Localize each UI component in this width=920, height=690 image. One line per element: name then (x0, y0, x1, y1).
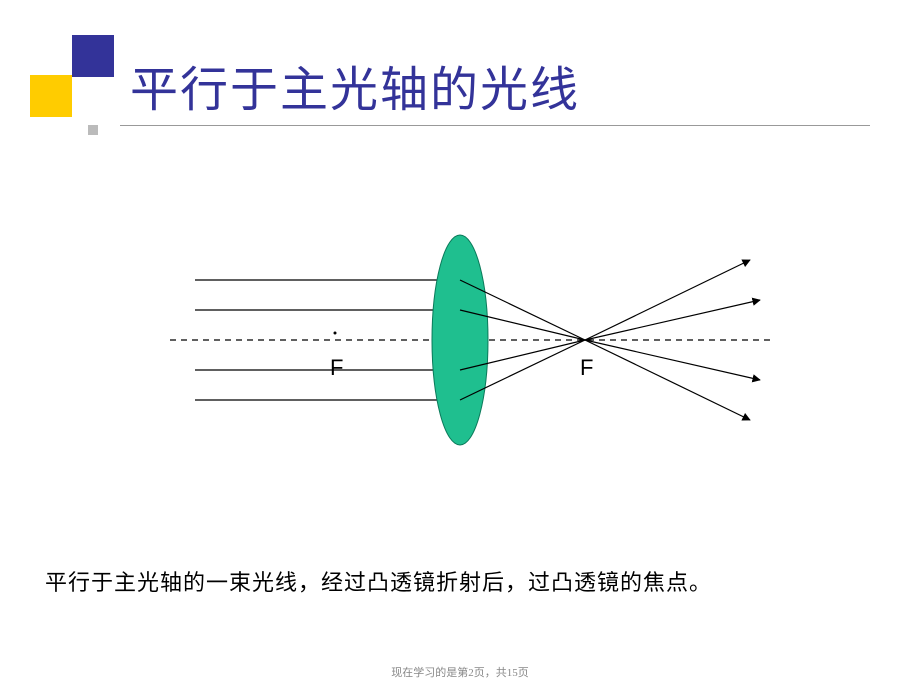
deco-square-yellow (30, 75, 72, 117)
refracted-ray-4-b (585, 260, 750, 340)
deco-square-gray (88, 125, 98, 135)
slide-caption: 平行于主光轴的一束光线，经过凸透镜折射后，过凸透镜的焦点。 (45, 565, 890, 597)
focal-label-right: F (580, 355, 593, 380)
page-footer: 现在学习的是第2页，共15页 (0, 664, 920, 680)
slide-title: 平行于主光轴的光线 (130, 50, 580, 120)
focal-mark-left (334, 332, 337, 335)
refracted-ray-1-b (585, 340, 750, 420)
lens-diagram: FF (160, 225, 780, 455)
focal-label-left: F (330, 355, 343, 380)
convex-lens (432, 235, 488, 445)
deco-square-purple (72, 35, 114, 77)
refracted-ray-3-b (585, 300, 760, 340)
slide-decoration (30, 35, 120, 125)
title-underline (120, 125, 870, 126)
refracted-ray-2-b (585, 340, 760, 380)
